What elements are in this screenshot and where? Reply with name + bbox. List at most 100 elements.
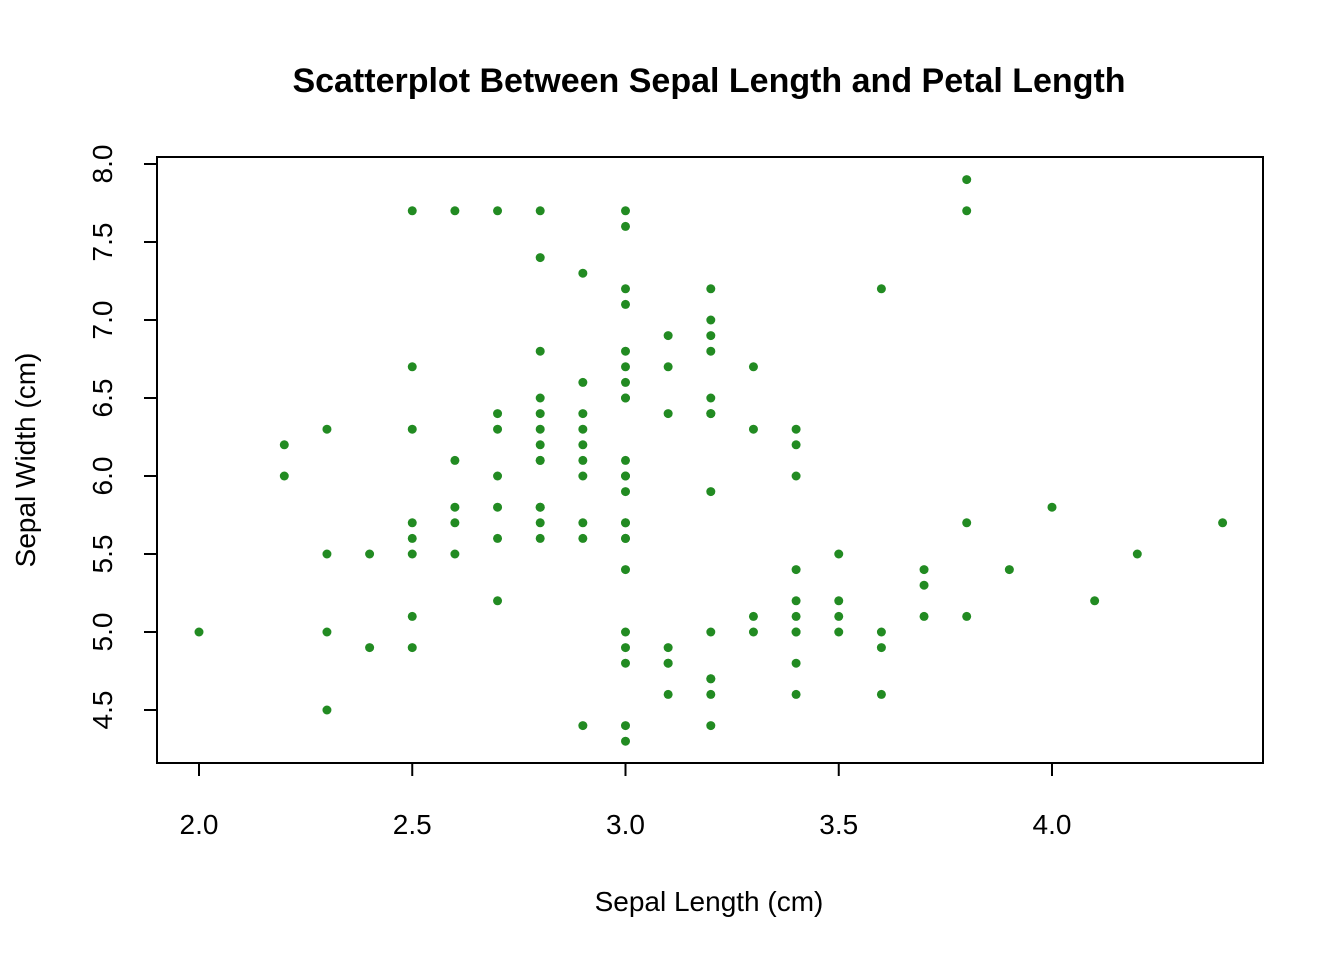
data-point bbox=[578, 440, 588, 450]
chart-title: Scatterplot Between Sepal Length and Pet… bbox=[292, 62, 1125, 100]
data-point bbox=[621, 487, 630, 497]
data-point bbox=[493, 596, 503, 606]
data-point bbox=[706, 487, 716, 497]
data-point bbox=[706, 721, 716, 731]
data-point bbox=[791, 424, 801, 434]
data-point bbox=[322, 705, 332, 715]
data-point bbox=[535, 409, 545, 419]
data-point bbox=[493, 206, 503, 216]
data-point bbox=[1090, 596, 1100, 606]
data-point bbox=[365, 643, 375, 653]
data-point bbox=[834, 627, 844, 637]
data-point bbox=[791, 658, 801, 668]
data-point bbox=[535, 440, 545, 450]
data-point bbox=[194, 627, 204, 637]
data-point bbox=[279, 471, 289, 481]
data-point bbox=[535, 455, 545, 465]
data-point bbox=[621, 393, 630, 403]
data-point bbox=[578, 424, 588, 434]
data-point bbox=[748, 627, 758, 637]
y-tick-label: 7.0 bbox=[87, 301, 118, 340]
data-point bbox=[407, 549, 417, 559]
data-point bbox=[919, 565, 929, 575]
data-point bbox=[450, 455, 460, 465]
data-point bbox=[535, 424, 545, 434]
data-point bbox=[578, 471, 588, 481]
data-point bbox=[1004, 565, 1014, 575]
data-point bbox=[407, 611, 417, 621]
data-point bbox=[1132, 549, 1142, 559]
data-point bbox=[663, 658, 673, 668]
data-point bbox=[791, 471, 801, 481]
data-point bbox=[663, 689, 673, 699]
data-point bbox=[621, 736, 630, 746]
data-point bbox=[706, 393, 716, 403]
data-point bbox=[706, 627, 716, 637]
data-point bbox=[706, 674, 716, 684]
x-tick-label: 2.5 bbox=[393, 809, 432, 840]
data-point bbox=[876, 627, 886, 637]
data-point bbox=[962, 518, 972, 528]
data-point bbox=[407, 424, 417, 434]
data-point bbox=[791, 565, 801, 575]
data-point bbox=[578, 268, 588, 278]
data-point bbox=[493, 471, 503, 481]
data-point bbox=[621, 518, 630, 528]
x-tick-label: 3.0 bbox=[606, 809, 645, 840]
plot-area-border bbox=[156, 156, 1264, 764]
data-point bbox=[919, 611, 929, 621]
data-point bbox=[578, 533, 588, 543]
y-tick-label: 8.0 bbox=[87, 145, 118, 184]
data-point bbox=[748, 424, 758, 434]
data-point bbox=[578, 455, 588, 465]
data-point bbox=[493, 424, 503, 434]
data-point bbox=[535, 518, 545, 528]
data-point bbox=[450, 206, 460, 216]
data-point bbox=[493, 533, 503, 543]
data-point bbox=[706, 409, 716, 419]
data-point bbox=[621, 721, 630, 731]
data-point bbox=[322, 424, 332, 434]
data-point bbox=[621, 284, 630, 294]
data-point bbox=[706, 689, 716, 699]
x-tick-label: 4.0 bbox=[1033, 809, 1072, 840]
data-point bbox=[663, 409, 673, 419]
data-point bbox=[834, 596, 844, 606]
data-point bbox=[962, 206, 972, 216]
data-point bbox=[748, 611, 758, 621]
data-point bbox=[322, 627, 332, 637]
data-point bbox=[450, 549, 460, 559]
data-point bbox=[365, 549, 375, 559]
data-point bbox=[791, 689, 801, 699]
data-point bbox=[748, 362, 758, 372]
data-point bbox=[407, 643, 417, 653]
data-point bbox=[493, 502, 503, 512]
data-point bbox=[407, 533, 417, 543]
x-axis-label: Sepal Length (cm) bbox=[595, 886, 824, 917]
data-point bbox=[791, 611, 801, 621]
data-point bbox=[621, 471, 630, 481]
data-point bbox=[621, 658, 630, 668]
y-tick-label: 6.5 bbox=[87, 379, 118, 418]
data-point bbox=[450, 518, 460, 528]
y-tick-label: 7.5 bbox=[87, 223, 118, 262]
data-point bbox=[535, 206, 545, 216]
data-point bbox=[578, 409, 588, 419]
data-point bbox=[578, 377, 588, 387]
data-point bbox=[407, 206, 417, 216]
data-point bbox=[535, 393, 545, 403]
data-point bbox=[621, 627, 630, 637]
data-point bbox=[791, 627, 801, 637]
data-point bbox=[450, 502, 460, 512]
data-point bbox=[535, 346, 545, 356]
data-point bbox=[535, 502, 545, 512]
data-point bbox=[621, 533, 630, 543]
data-point bbox=[621, 643, 630, 653]
x-axis-ticks: 2.0 2.5 3.0 3.5 4.0 bbox=[180, 763, 1072, 840]
data-point bbox=[621, 362, 630, 372]
data-point bbox=[621, 346, 630, 356]
data-point bbox=[621, 377, 630, 387]
data-point bbox=[706, 346, 716, 356]
data-point bbox=[706, 331, 716, 341]
